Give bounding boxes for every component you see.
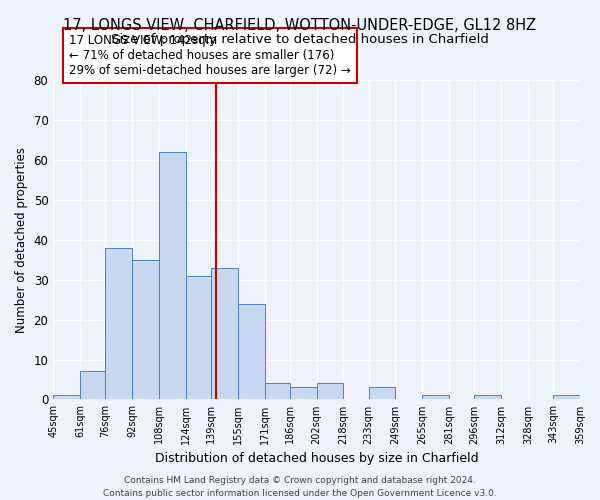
Bar [368,388,395,400]
Bar [211,268,238,400]
Bar [422,396,449,400]
Bar [317,384,343,400]
Bar [105,248,132,400]
Bar [186,276,211,400]
Bar [475,396,501,400]
Text: Size of property relative to detached houses in Charfield: Size of property relative to detached ho… [111,32,489,46]
Bar [132,260,159,400]
Text: Contains HM Land Registry data © Crown copyright and database right 2024.
Contai: Contains HM Land Registry data © Crown c… [103,476,497,498]
Y-axis label: Number of detached properties: Number of detached properties [15,146,28,332]
Text: 17 LONGS VIEW: 142sqm
← 71% of detached houses are smaller (176)
29% of semi-det: 17 LONGS VIEW: 142sqm ← 71% of detached … [69,34,351,77]
Bar [80,372,105,400]
Bar [290,388,317,400]
X-axis label: Distribution of detached houses by size in Charfield: Distribution of detached houses by size … [155,452,478,465]
Bar [553,396,580,400]
Bar [238,304,265,400]
Bar [265,384,290,400]
Text: 17, LONGS VIEW, CHARFIELD, WOTTON-UNDER-EDGE, GL12 8HZ: 17, LONGS VIEW, CHARFIELD, WOTTON-UNDER-… [64,18,536,32]
Bar [159,152,186,400]
Bar [53,396,80,400]
